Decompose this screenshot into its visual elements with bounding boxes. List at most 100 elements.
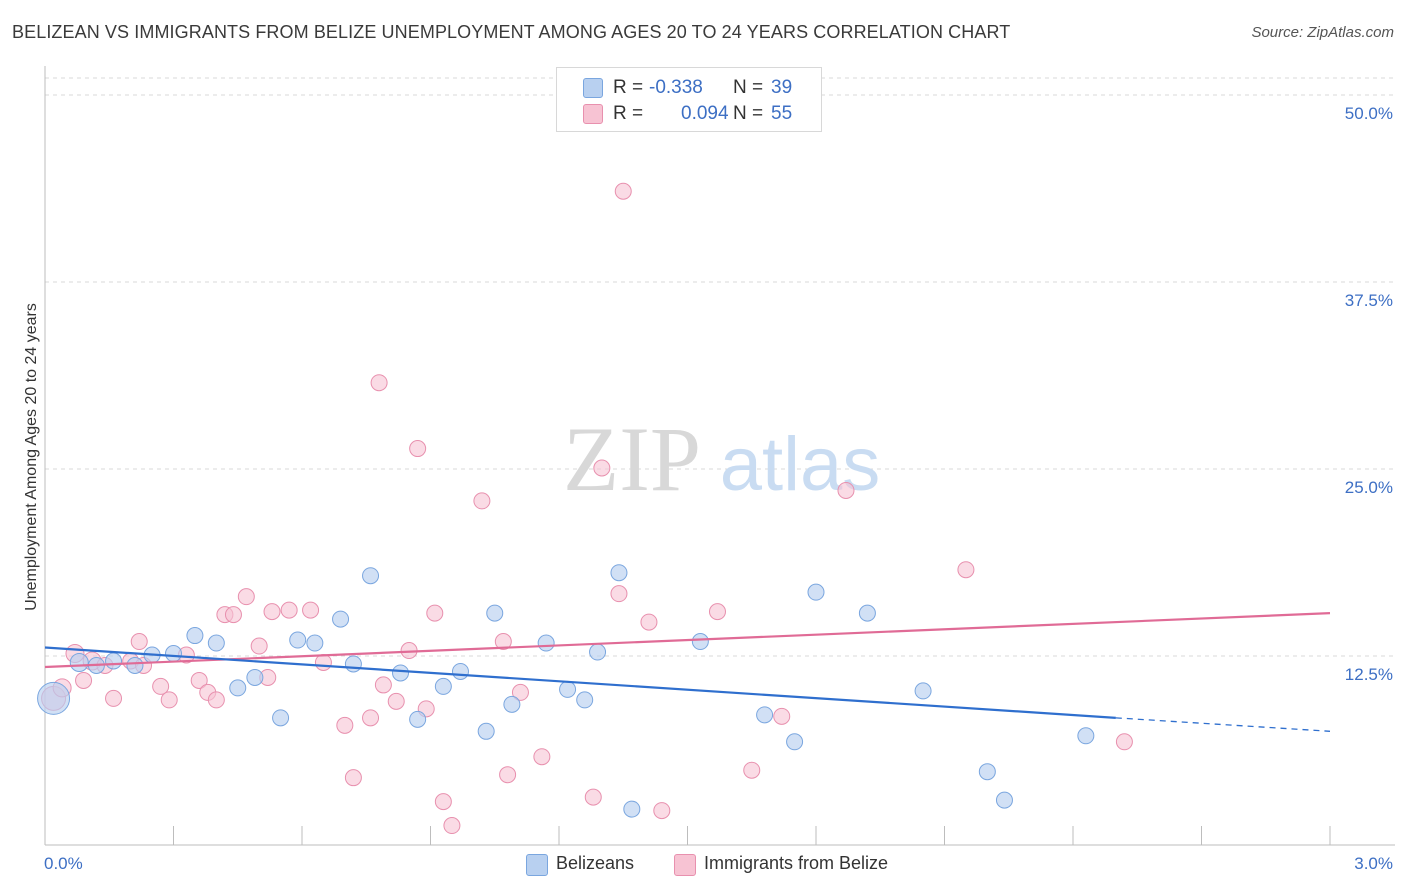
x-tick-label-start: 0.0% [44,854,83,873]
belizeans-point [1077,727,1095,745]
immigrants-point [344,769,362,787]
immigrants-point [593,459,611,477]
immigrants-point [302,601,320,619]
belizeans-point [207,634,225,652]
legend-swatch-pink [674,854,696,876]
immigrants-point [511,683,529,701]
belizeans-point [914,682,932,700]
immigrants-point [263,603,281,621]
y-tick-label: 50.0% [1345,104,1393,123]
immigrants-point [250,637,268,655]
belizeans-point [306,634,324,652]
immigrants-point [434,793,452,811]
immigrants-point [374,676,392,694]
immigrants-point [614,182,632,200]
immigrants-point [362,709,380,727]
legend-swatch-blue [583,78,603,98]
legend-label-belizeans: Belizeans [556,853,635,873]
immigrants-point [224,606,242,624]
immigrants-point [75,671,93,689]
belizeans-point [503,695,521,713]
belizeans-point [610,564,628,582]
trend-lines [44,612,1331,732]
belizeans-point [691,633,709,651]
y-tick-label: 25.0% [1345,478,1393,497]
belizeans-point [995,791,1013,809]
immigrants-point [584,788,602,806]
belizeans-point [186,627,204,645]
immigrants-point [957,561,975,579]
immigrants-point [743,761,761,779]
immigrants-point [837,481,855,499]
legend-r-value: -0.338 [649,77,703,98]
belizeans-point [332,610,350,628]
belizeans-point [272,709,290,727]
immigrants-point [314,653,332,671]
belizeans-point [756,706,774,724]
belizeans-point [246,668,264,686]
immigrants-point [190,671,208,689]
immigrants-point [443,817,461,835]
immigrants-point [494,633,512,651]
legend-r-value: 0.094 [681,103,729,124]
belizeans-point [434,677,452,695]
belizeans-point [451,662,469,680]
belizeans-point [978,763,996,781]
belizeans-point [409,710,427,728]
stats-legend: R = -0.338 N = 39 R = 0.094 N = 55 [556,67,822,132]
immigrants-point [533,748,551,766]
immigrants-point [773,707,791,725]
belizeans-point [37,681,71,715]
belizeans-point [537,634,555,652]
belizeans-point [623,800,641,818]
belizeans-point [486,604,504,622]
immigrants-point [473,492,491,510]
legend-r-label: R = [613,77,644,98]
belizeans-point [559,680,577,698]
legend-n-label: N = [733,103,764,124]
immigrants-point [130,633,148,651]
axes [44,66,1395,846]
immigrants-point [207,691,225,709]
watermark-zip: ZIP [563,408,701,510]
y-tick-label: 37.5% [1345,291,1393,310]
immigrants-point [152,677,170,695]
belizeans-point [807,583,825,601]
immigrants-point [708,603,726,621]
immigrants-point [426,604,444,622]
y-axis-label: Unemployment Among Ages 20 to 24 years [23,303,40,611]
belizeans-point [477,722,495,740]
belizeans-point [362,567,380,585]
legend-n-value: 39 [771,77,793,98]
watermark-atlas: atlas [720,422,881,507]
legend-n-value: 55 [771,103,793,124]
immigrants-point [370,374,388,392]
immigrants-point [105,689,123,707]
legend-n-label: N = [733,77,764,98]
immigrants-point [336,716,354,734]
immigrants-point [160,691,178,709]
axis-labels: 12.5% 25.0% 37.5% 50.0% 0.0% 3.0% Unemployment… [23,104,1393,873]
source-label: Source: ZipAtlas.com [1251,24,1394,41]
belizeans-point [344,655,362,673]
immigrants-point [653,802,671,820]
belizeans-point [289,631,307,649]
legend-label-immigrants: Immigrants from Belize [704,853,889,873]
immigrants-point [280,601,298,619]
belizeans-point [126,656,144,674]
series-belizeans-points [37,564,1095,818]
immigrants-point [387,692,405,710]
legend-r-label: R = [613,103,644,124]
immigrants-trend-line [44,612,1331,669]
gridlines [45,77,1395,657]
y-tick-label: 12.5% [1345,665,1393,684]
immigrants-point [237,588,255,606]
belizeans-trend-extension [1115,717,1331,732]
belizeans-point [105,652,123,670]
x-tick-label-end: 3.0% [1354,854,1393,873]
immigrants-point [1115,733,1133,751]
belizeans-point [589,643,607,661]
belizeans-point [392,664,410,682]
belizeans-trend-line [44,646,1116,719]
immigrants-point [499,766,517,784]
